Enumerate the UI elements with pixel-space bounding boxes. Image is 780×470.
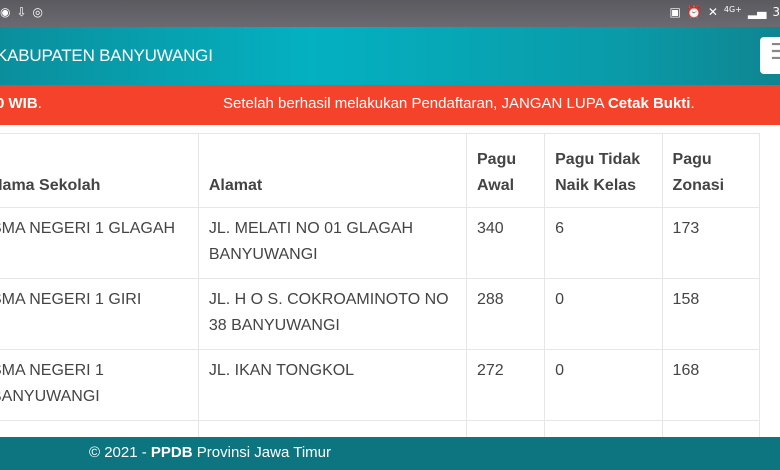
table-header-row: Nama Sekolah Alamat Pagu Awal Pagu Tidak… bbox=[0, 133, 761, 208]
whatsapp-icon: ◉ bbox=[0, 5, 11, 19]
banner-left-bold: 0 WIB bbox=[0, 95, 38, 112]
4g-plus-icon: 4G+ bbox=[723, 5, 742, 14]
table-row: SMA NEGERI 1 GIRI JL. H O S. COKROAMINOTO… bbox=[0, 278, 761, 350]
cell: 0 bbox=[544, 349, 663, 421]
page-title: KABUPATEN BANYUWANGI bbox=[0, 46, 213, 65]
footer-bold: PPDB bbox=[150, 444, 193, 461]
announcement-banner: 0 WIB. Setelah berhasil melakukan Pendaf… bbox=[0, 85, 780, 125]
school-quota-table: Nama Sekolah Alamat Pagu Awal Pagu Tidak… bbox=[0, 133, 761, 451]
cell: 168 bbox=[661, 349, 761, 421]
banner-text: Setelah berhasil melakukan Pendaftaran, … bbox=[223, 95, 608, 112]
cell: 6 bbox=[544, 207, 663, 279]
cell: JL. MELATI NO 01 GLAGAH BANYUWANGI bbox=[197, 207, 468, 279]
col-nama-sekolah: Nama Sekolah bbox=[0, 133, 199, 208]
cell: 0 bbox=[544, 278, 663, 350]
footer-suffix: Provinsi Jawa Timur bbox=[192, 444, 331, 461]
messenger-icon: ◎ bbox=[32, 5, 44, 19]
col-pagu-awal: Pagu Awal bbox=[465, 133, 546, 208]
cell: JL. IKAN TONGKOL bbox=[197, 349, 468, 421]
footer: © 2021 - PPDB Provinsi Jawa Timur bbox=[0, 437, 780, 470]
cell: JL. H O S. COKROAMINOTO NO 38 BANYUWANGI bbox=[197, 278, 468, 350]
table-row: SMA NEGERI 1 BANYUWANGI JL. IKAN TONGKOL 2… bbox=[0, 349, 761, 421]
battery-text: 3 bbox=[772, 5, 780, 19]
footer-prefix: © 2021 - bbox=[89, 444, 151, 461]
table-row: SMA NEGERI 1 GLAGAH JL. MELATI NO 01 GLAG… bbox=[0, 207, 761, 279]
cell: 272 bbox=[465, 349, 546, 421]
lock-icon: ▣ bbox=[669, 5, 681, 19]
mute-icon: ✕ bbox=[707, 5, 718, 19]
download-icon: ⇩ bbox=[16, 5, 27, 19]
banner-left-tail: . bbox=[37, 95, 42, 112]
signal-icon: ▂▄ bbox=[747, 5, 767, 19]
cell: 340 bbox=[465, 207, 546, 279]
col-pagu-tidak-naik: Pagu Tidak Naik Kelas bbox=[544, 133, 663, 208]
cell: 158 bbox=[661, 278, 761, 350]
col-pagu-zonasi: Pagu Zonasi bbox=[661, 133, 761, 208]
cell: SMA NEGERI 1 GLAGAH bbox=[0, 207, 199, 279]
col-alamat: Alamat bbox=[197, 133, 468, 208]
banner-tail: . bbox=[690, 95, 695, 112]
hamburger-icon: ☰ bbox=[770, 40, 780, 65]
app-header: KABUPATEN BANYUWANGI ☰ bbox=[0, 27, 780, 85]
cell: SMA NEGERI 1 GIRI bbox=[0, 278, 199, 350]
cell: 173 bbox=[661, 207, 761, 279]
status-bar: ◉ ⇩ ◎ ▣ ⏰ ✕ 4G+ ▂▄ 3 bbox=[0, 0, 780, 27]
menu-button[interactable]: ☰ bbox=[760, 37, 780, 74]
banner-bold: Cetak Bukti bbox=[607, 95, 691, 112]
cell: SMA NEGERI 1 BANYUWANGI bbox=[0, 349, 199, 421]
alarm-icon: ⏰ bbox=[686, 5, 702, 19]
cell: 288 bbox=[465, 278, 546, 350]
